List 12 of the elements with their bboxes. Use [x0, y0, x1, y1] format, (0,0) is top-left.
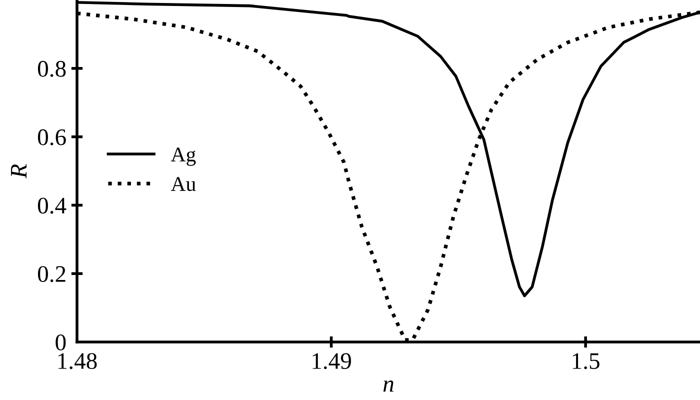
y-tick-label: 0 — [56, 334, 66, 350]
y-tick-label: 0.2 — [38, 266, 66, 282]
y-axis-title: R — [11, 164, 26, 178]
x-tick-label: 1.49 — [312, 353, 351, 370]
y-tick-label: 0.8 — [38, 60, 66, 77]
y-tick-label: 0.6 — [38, 129, 66, 146]
legend-label: Au — [170, 177, 196, 192]
x-axis-title: n — [383, 380, 394, 392]
legend-label: Ag — [170, 148, 196, 166]
y-tick-label: 0.4 — [38, 198, 66, 214]
x-tick-label: 1.5 — [572, 353, 600, 370]
x-tick-label: 1.48 — [58, 353, 97, 370]
